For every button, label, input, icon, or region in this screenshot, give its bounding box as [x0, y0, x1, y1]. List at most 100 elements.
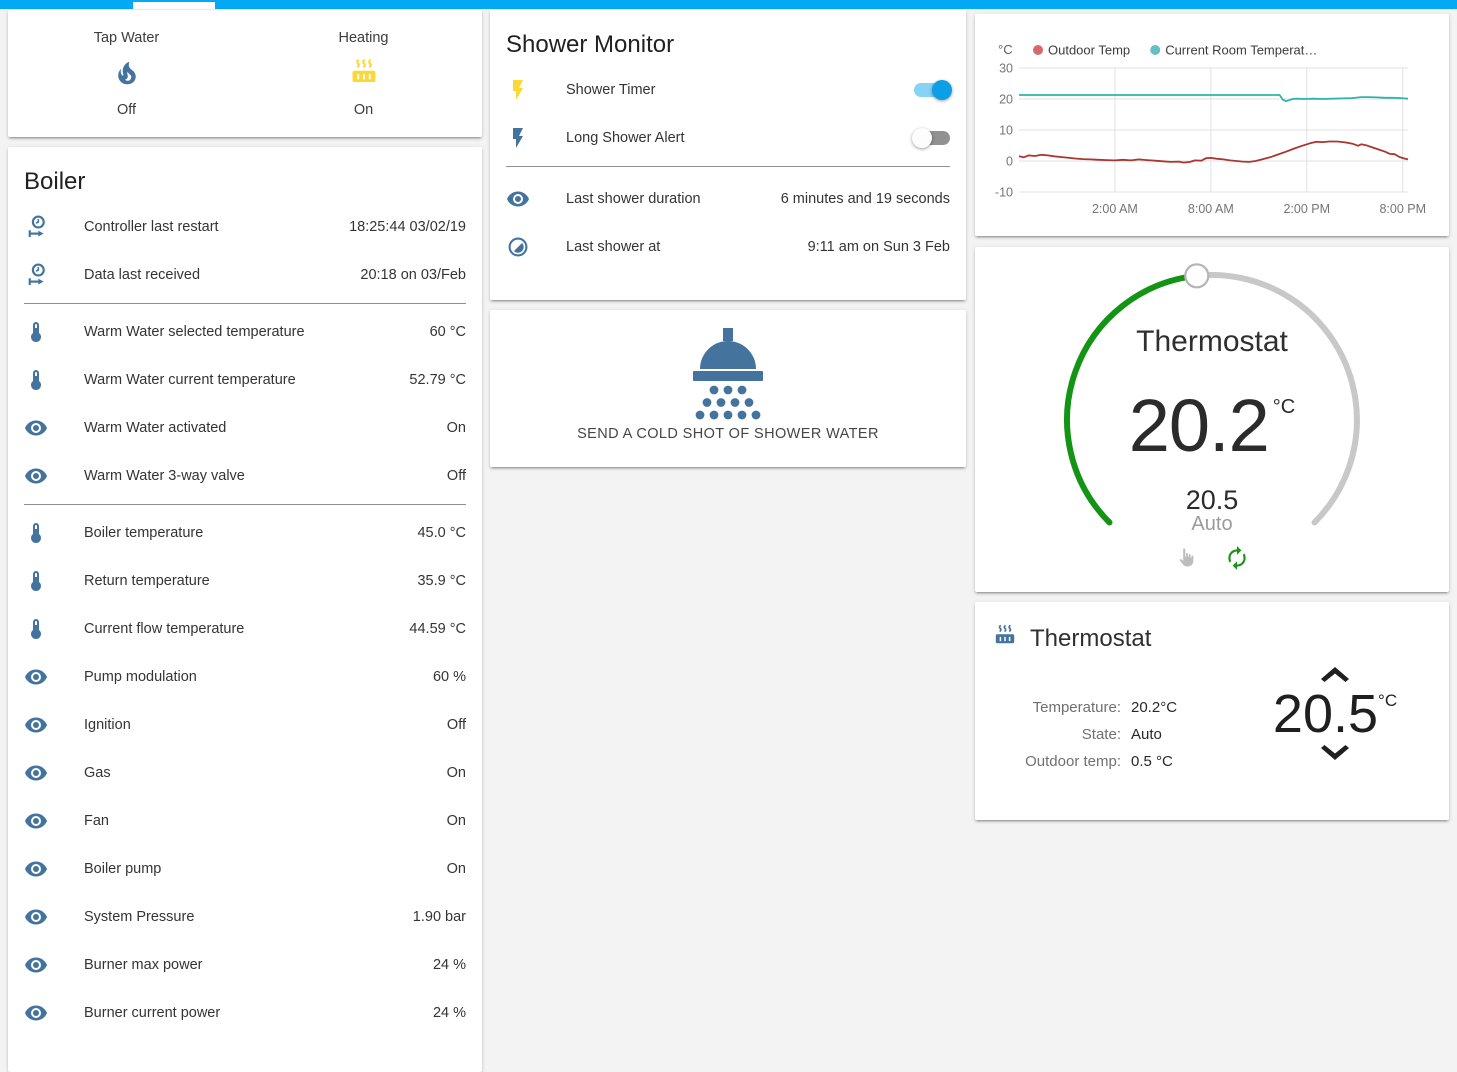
entity-state: On: [446, 765, 466, 781]
dial-handle[interactable]: [1184, 263, 1210, 289]
y-tick-label: -10: [995, 186, 1013, 200]
entity-row[interactable]: Return temperature 35.9 °C: [24, 557, 466, 605]
entity-name: Last shower duration: [566, 191, 701, 207]
entity-state: 45.0 °C: [417, 525, 466, 541]
glance-card: Tap Water Off Heating On: [8, 10, 482, 137]
entity-row[interactable]: Current flow temperature 44.59 °C: [24, 605, 466, 653]
thermostat-field: Temperature: 20.2°C: [991, 694, 1177, 721]
toggle-knob: [932, 80, 952, 100]
dial-arc-active: [1064, 272, 1200, 526]
entity-name: Warm Water 3-way valve: [84, 468, 245, 484]
y-axis-unit: °C: [998, 42, 1013, 57]
shower-monitor-card: Shower Monitor Shower Timer Long Shower …: [490, 10, 966, 300]
toggle-switch[interactable]: [912, 128, 950, 148]
entity-name: Warm Water current temperature: [84, 372, 296, 388]
active-tab-indicator[interactable]: [133, 2, 215, 9]
legend-label: Outdoor Temp: [1048, 43, 1130, 58]
entity-state: On: [446, 420, 466, 436]
glance-item-label: Tap Water: [93, 29, 160, 46]
glance-item-state: Off: [116, 101, 137, 118]
radiator-icon: [993, 624, 1017, 653]
thermometer-icon: [24, 319, 50, 345]
toggle-knob: [912, 128, 932, 148]
chevron-down-icon[interactable]: [1255, 743, 1415, 764]
dial-current-temperature: 20.2 °C: [975, 383, 1449, 468]
entity-row[interactable]: Fan On: [24, 797, 466, 845]
entity-state: 24 %: [432, 1005, 466, 1021]
y-tick-label: 30: [999, 62, 1013, 76]
entity-row[interactable]: Burner current power 24 %: [24, 989, 466, 1037]
entity-row[interactable]: Boiler pump On: [24, 845, 466, 893]
entity-name: Boiler pump: [84, 861, 162, 877]
current-temperature-value: 20.2: [1128, 384, 1270, 467]
entity-row[interactable]: Controller last restart 18:25:44 03/02/1…: [24, 203, 466, 251]
entity-row[interactable]: Boiler temperature 45.0 °C: [24, 509, 466, 557]
eye-icon: [24, 664, 50, 690]
entity-row[interactable]: Gas On: [24, 749, 466, 797]
field-value: 20.2°C: [1131, 699, 1178, 716]
glance-item[interactable]: Heating On: [245, 30, 482, 118]
entity-state: 20:18 on 03/Feb: [360, 267, 466, 283]
x-tick-label: 2:00 AM: [1092, 202, 1138, 216]
thermostat-card: Thermostat Temperature: 20.2°C State: Au…: [975, 602, 1449, 820]
shower-button-card[interactable]: SEND A COLD SHOT OF SHOWER WATER: [490, 310, 966, 467]
chevron-up-icon[interactable]: [1255, 664, 1415, 685]
entity-name: Gas: [84, 765, 111, 781]
entity-row[interactable]: Warm Water selected temperature 60 °C: [24, 308, 466, 356]
divider: [506, 166, 950, 167]
entity-row[interactable]: Last shower at 9:11 am on Sun 3 Feb: [506, 223, 950, 271]
hand-manual-mode-icon[interactable]: [1174, 545, 1199, 571]
dial-title: Thermostat: [1136, 325, 1288, 358]
flash-icon: [506, 77, 532, 103]
entity-state: 60 °C: [429, 324, 466, 340]
x-tick-label: 8:00 PM: [1379, 202, 1426, 216]
legend-dot: [1033, 45, 1043, 55]
thermostat-card-header: Thermostat: [993, 624, 1151, 653]
entity-state: On: [446, 861, 466, 877]
glance-item[interactable]: Tap Water Off: [8, 30, 245, 118]
y-tick-label: 0: [1006, 155, 1013, 169]
toggle-row: Long Shower Alert: [506, 114, 950, 162]
entity-row[interactable]: Warm Water 3-way valve Off: [24, 452, 466, 500]
entity-name: Burner max power: [84, 957, 203, 973]
entity-row[interactable]: Ignition Off: [24, 701, 466, 749]
entity-state: 52.79 °C: [409, 372, 466, 388]
eye-icon: [24, 856, 50, 882]
fire-icon: [112, 58, 142, 90]
entity-row[interactable]: Pump modulation 60 %: [24, 653, 466, 701]
boiler-card: Boiler Controller last restart 18:25:44 …: [8, 147, 482, 1072]
shower-toggle-list: Shower Timer Long Shower Alert: [490, 62, 966, 162]
card-title: Boiler: [24, 168, 86, 195]
thermostat-field: State: Auto: [991, 721, 1177, 748]
autorenew-auto-mode-icon[interactable]: [1224, 545, 1250, 571]
eye-icon: [24, 712, 50, 738]
x-tick-label: 8:00 AM: [1188, 202, 1234, 216]
entity-state: On: [446, 813, 466, 829]
toggle-switch[interactable]: [914, 80, 952, 100]
dial-mode: Auto: [1191, 513, 1233, 535]
eye-icon: [24, 463, 50, 489]
legend-dot: [1150, 45, 1161, 55]
entity-state: 35.9 °C: [417, 573, 466, 589]
entity-row[interactable]: Warm Water activated On: [24, 404, 466, 452]
entity-name: Last shower at: [566, 239, 661, 255]
entity-row[interactable]: Warm Water current temperature 52.79 °C: [24, 356, 466, 404]
eye-icon: [506, 186, 532, 212]
target-temperature-stepper: 20.5°C: [1255, 664, 1415, 764]
shower-button-label: SEND A COLD SHOT OF SHOWER WATER: [577, 426, 879, 442]
clock-start-icon: [24, 214, 50, 240]
entity-row[interactable]: Burner max power 24 %: [24, 941, 466, 989]
series-line: [1019, 94, 1409, 103]
divider: [24, 303, 466, 304]
entity-row[interactable]: Last shower duration 6 minutes and 19 se…: [506, 175, 950, 223]
entity-row[interactable]: System Pressure 1.90 bar: [24, 893, 466, 941]
entity-row[interactable]: Data last received 20:18 on 03/Feb: [24, 251, 466, 299]
eye-icon: [24, 904, 50, 930]
entity-state: 24 %: [432, 957, 466, 973]
toggle-label: Shower Timer: [566, 82, 656, 98]
radiator-icon: [349, 58, 379, 90]
eye-icon: [24, 808, 50, 834]
entity-name: Controller last restart: [84, 219, 219, 235]
entity-state: 18:25:44 03/02/19: [349, 219, 466, 235]
field-label: State:: [1081, 726, 1121, 743]
